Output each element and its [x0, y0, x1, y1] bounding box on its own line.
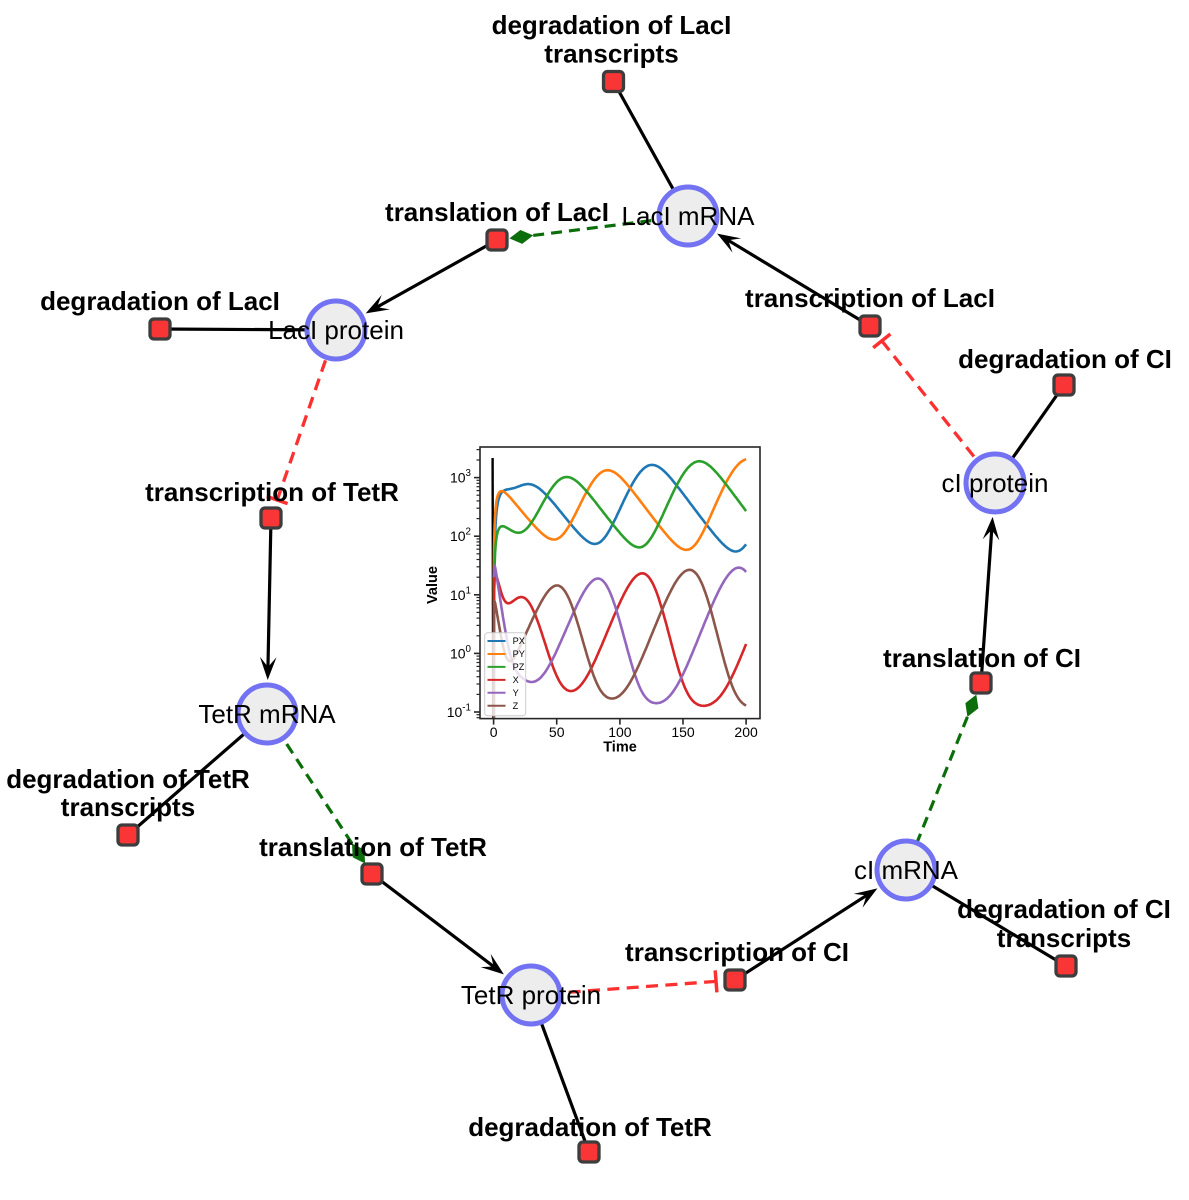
svg-text:degradation of CI: degradation of CI	[958, 344, 1172, 374]
svg-text:transcripts: transcripts	[544, 39, 678, 69]
svg-text:Z: Z	[513, 701, 519, 711]
svg-text:50: 50	[549, 724, 565, 740]
svg-text:degradation of CI: degradation of CI	[957, 894, 1171, 924]
svg-text:LacI protein: LacI protein	[268, 315, 404, 345]
svg-text:PZ: PZ	[513, 662, 525, 672]
svg-text:degradation of TetR: degradation of TetR	[468, 1112, 712, 1142]
svg-text:transcription of LacI: transcription of LacI	[745, 283, 995, 313]
svg-text:degradation of LacI: degradation of LacI	[492, 10, 732, 40]
svg-text:200: 200	[734, 724, 758, 740]
svg-text:X: X	[513, 675, 519, 685]
svg-text:LacI mRNA: LacI mRNA	[622, 201, 756, 231]
svg-text:103: 103	[450, 468, 472, 486]
svg-text:Time: Time	[603, 740, 637, 756]
svg-text:translation of TetR: translation of TetR	[259, 832, 487, 862]
svg-text:translation of LacI: translation of LacI	[385, 197, 609, 227]
svg-text:0: 0	[490, 724, 498, 740]
svg-text:TetR mRNA: TetR mRNA	[198, 699, 336, 729]
svg-text:cI protein: cI protein	[942, 468, 1049, 498]
svg-text:TetR protein: TetR protein	[461, 980, 601, 1010]
svg-text:transcription of CI: transcription of CI	[625, 937, 849, 967]
svg-text:101: 101	[450, 585, 471, 603]
svg-text:150: 150	[671, 724, 695, 740]
svg-text:transcripts: transcripts	[61, 792, 195, 822]
svg-text:degradation of TetR: degradation of TetR	[6, 764, 250, 794]
svg-text:Y: Y	[513, 688, 519, 698]
svg-text:Value: Value	[425, 566, 441, 604]
svg-text:10-1: 10-1	[447, 703, 471, 721]
svg-text:transcripts: transcripts	[997, 923, 1131, 953]
svg-text:PY: PY	[513, 649, 525, 659]
svg-text:PX: PX	[513, 636, 525, 646]
svg-text:102: 102	[450, 527, 471, 545]
svg-text:100: 100	[608, 724, 632, 740]
svg-text:transcription of TetR: transcription of TetR	[145, 477, 399, 507]
svg-text:translation of CI: translation of CI	[883, 643, 1081, 673]
svg-text:degradation of LacI: degradation of LacI	[40, 286, 280, 316]
svg-text:100: 100	[450, 644, 472, 662]
svg-text:cI mRNA: cI mRNA	[854, 855, 959, 885]
